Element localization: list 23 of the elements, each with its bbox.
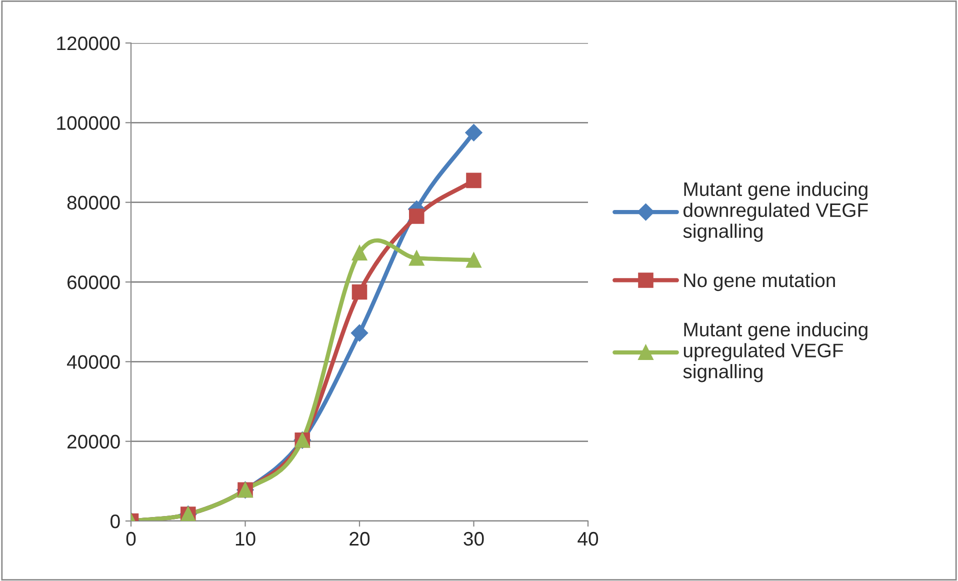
y-tick-label: 120000: [57, 36, 120, 50]
y-tick-label: 40000: [66, 355, 120, 369]
point: [465, 124, 482, 142]
point: [352, 284, 368, 300]
y-tick-label: 100000: [57, 116, 120, 130]
point: [408, 208, 424, 224]
x-tick-label: 40: [578, 532, 598, 546]
y-tick-label: 60000: [68, 275, 120, 290]
x-tick-label: 10: [236, 532, 256, 546]
x-tick-label: 20: [350, 532, 370, 546]
point: [466, 252, 482, 268]
y-tick-label: 20000: [67, 434, 120, 449]
x-tick-label: 30: [464, 532, 484, 546]
point: [352, 245, 368, 261]
x-tick-label: 0: [126, 532, 136, 546]
y-tick-label: 80000: [67, 196, 120, 210]
point: [350, 324, 368, 342]
y-tick-label: 0: [110, 514, 120, 528]
legend-label: Mutant gene inducing downregulated VEGF signalling: [683, 182, 868, 242]
point: [408, 250, 424, 266]
point: [466, 172, 482, 188]
legend-label: No gene mutation: [684, 272, 835, 292]
legend-label: Mutant gene inducing upregulated VEGF signalling: [683, 322, 868, 382]
